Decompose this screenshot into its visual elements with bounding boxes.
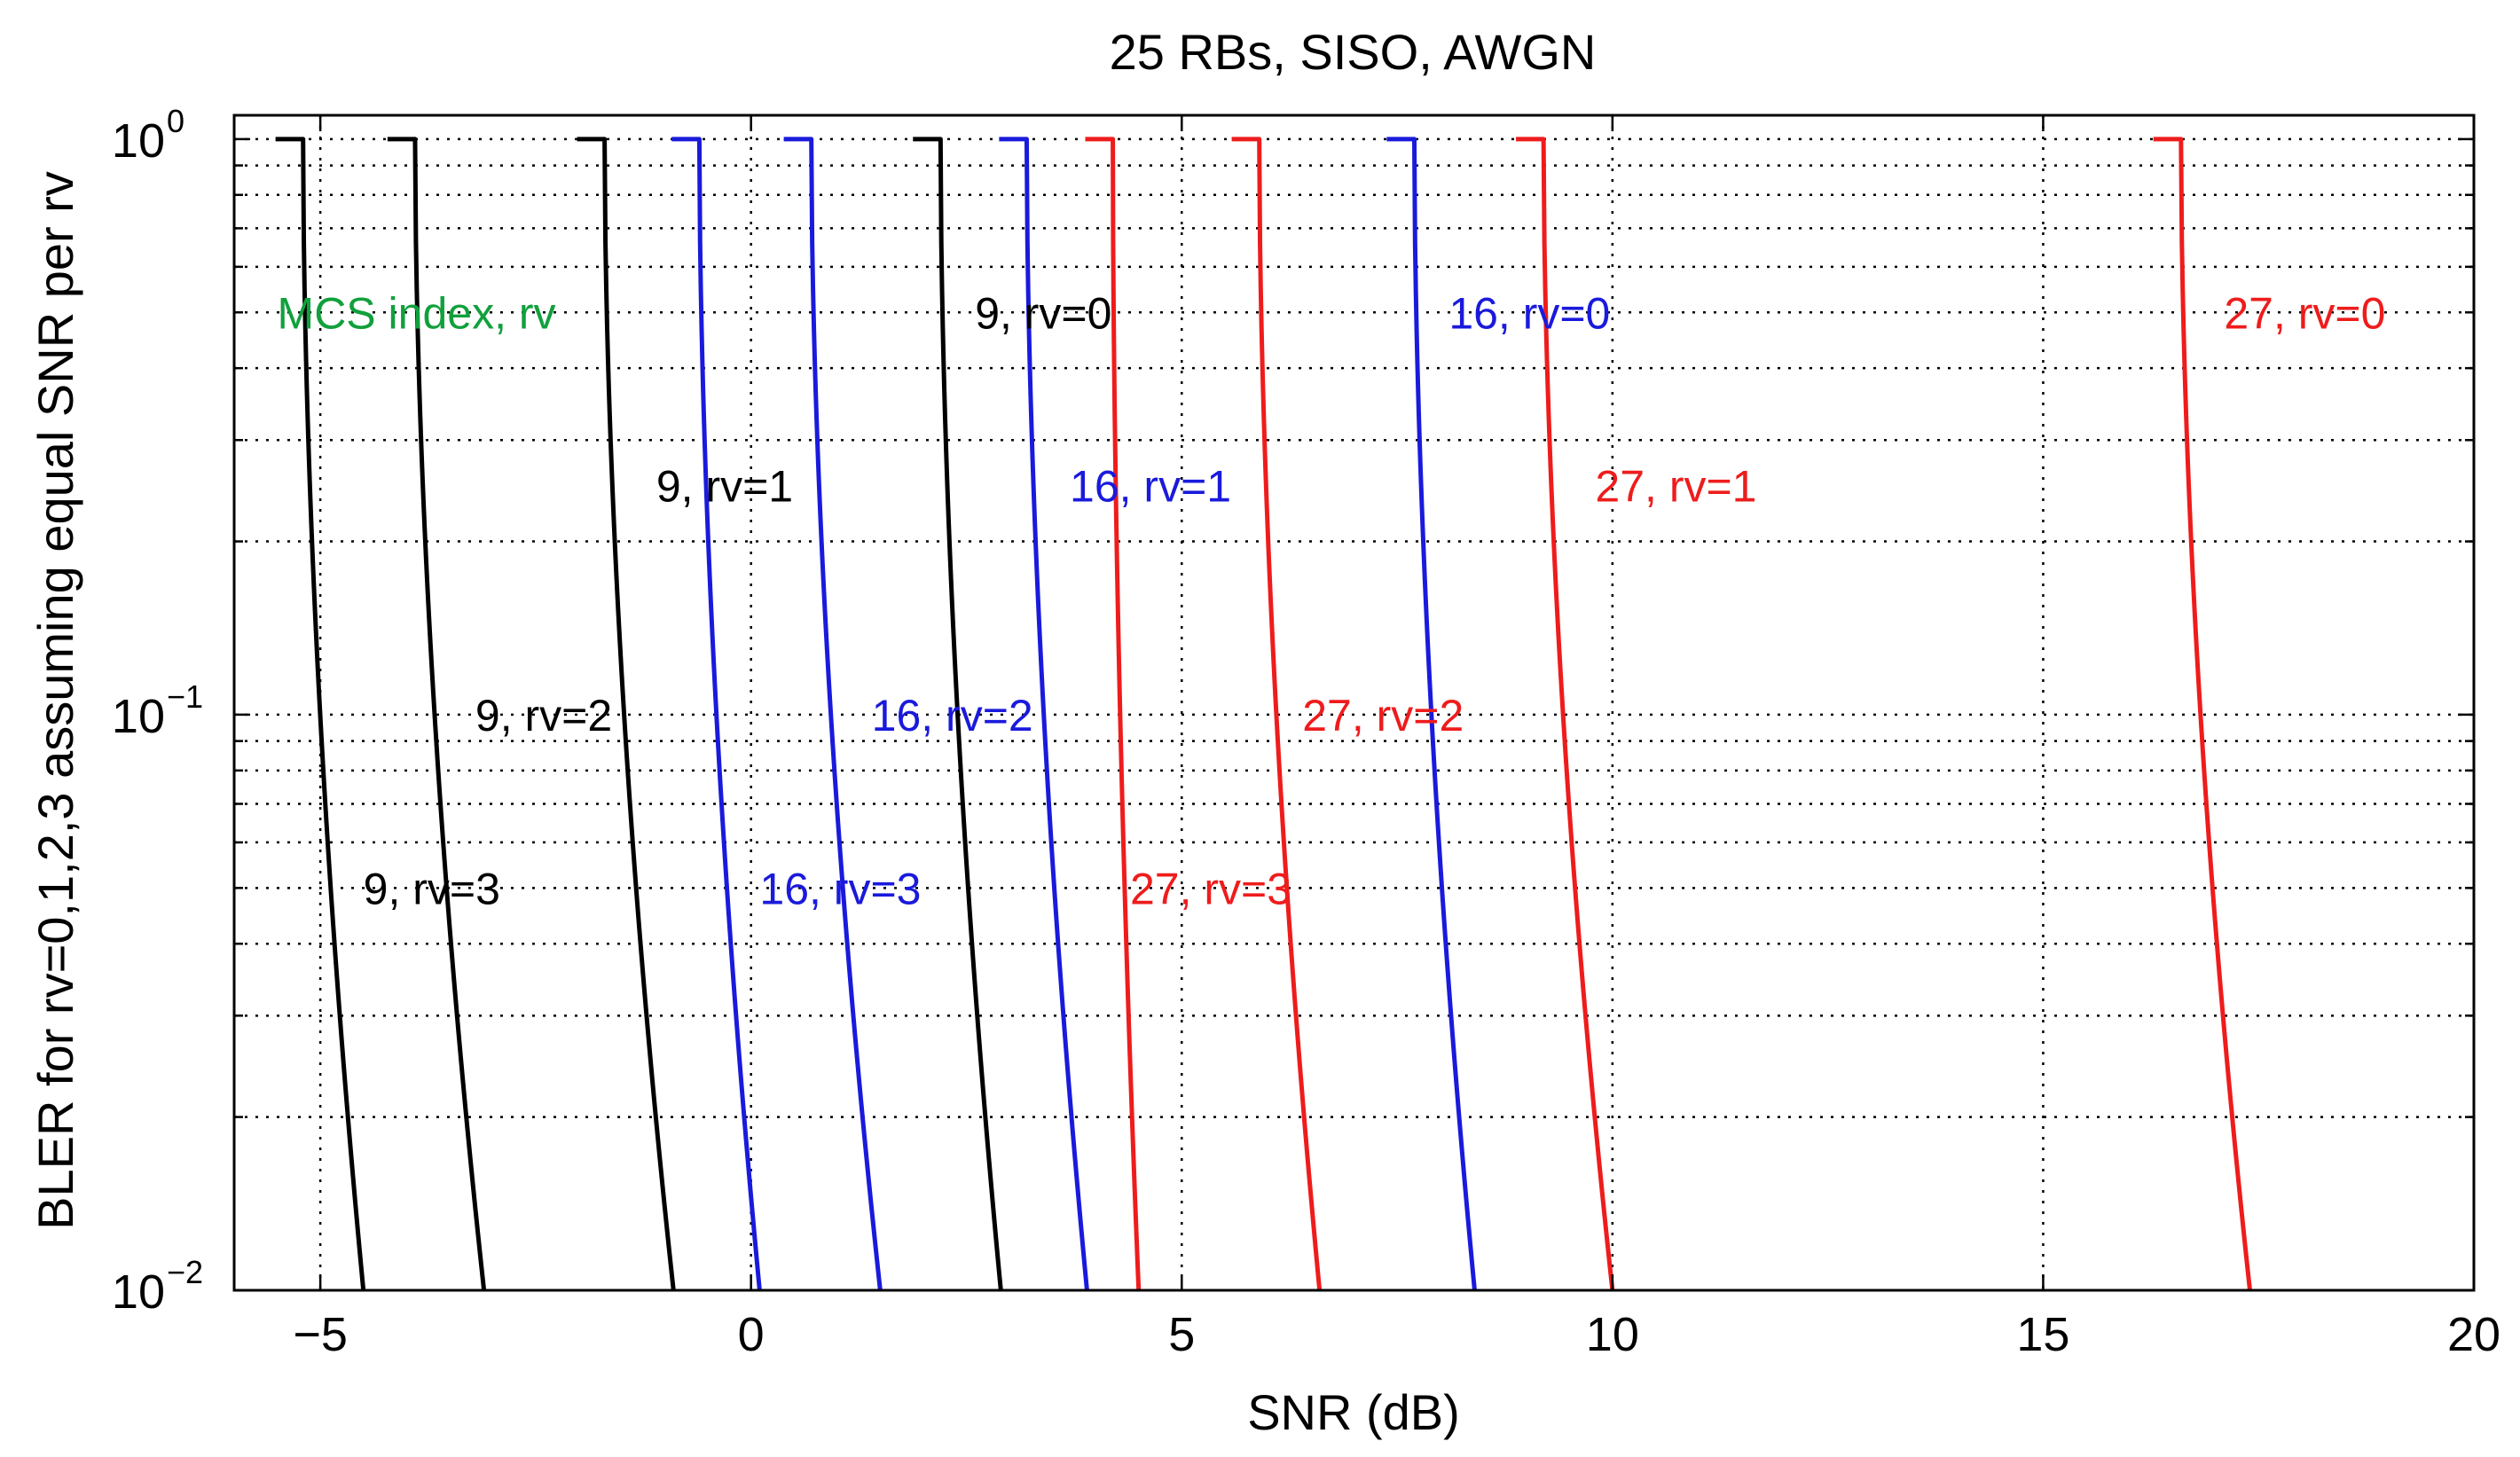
- y-axis-label: BLER for rv=0,1,2,3 assuming equal SNR p…: [27, 171, 83, 1230]
- curve-27-rv1: [1516, 137, 1615, 1291]
- x-tick-label: 0: [738, 1308, 765, 1361]
- curve-27-rv2: [1231, 137, 1323, 1291]
- curve-9-rv3: [275, 137, 366, 1291]
- label-16-rv0: 16, rv=0: [1448, 288, 1610, 338]
- label-9-rv0: 9, rv=0: [975, 288, 1111, 338]
- y-tick-label: 10 −1: [112, 678, 203, 743]
- curve-labels: 9, rv=0 9, rv=1 9, rv=2 9, rv=3 16, rv=0 16, …: [278, 288, 2386, 913]
- x-tick-label: 5: [1168, 1308, 1195, 1361]
- x-tick-label: −5: [293, 1308, 348, 1361]
- curve-27-rv0: [2153, 137, 2252, 1291]
- curve-16-rv3: [671, 137, 762, 1291]
- chart-title: 25 RBs, SISO, AWGN: [1110, 24, 1597, 80]
- x-tick-label: 15: [2016, 1308, 2069, 1361]
- curve-16-rv1: [999, 137, 1089, 1291]
- label-27-rv2: 27, rv=2: [1302, 691, 1464, 740]
- label-27-rv3: 27, rv=3: [1130, 864, 1291, 913]
- y-tick-label: 10 0: [112, 103, 184, 168]
- x-axis-label: SNR (dB): [1247, 1384, 1460, 1440]
- curve-9-rv2: [387, 137, 487, 1291]
- y-tick-label-base: 10: [112, 1265, 165, 1319]
- y-tick-label-exponent: 0: [167, 103, 184, 139]
- y-tick-label-base: 10: [112, 114, 165, 168]
- label-9-rv2: 9, rv=2: [475, 691, 612, 740]
- x-tick-label: 10: [1586, 1308, 1639, 1361]
- y-tick-label: 10 −2: [112, 1254, 203, 1319]
- y-tick-label-exponent: −2: [167, 1254, 203, 1290]
- legend-note: MCS index, rv: [278, 288, 556, 338]
- plot-area-frame: [232, 114, 2476, 1292]
- label-27-rv1: 27, rv=1: [1595, 462, 1756, 512]
- curve-27-rv3: [1085, 137, 1142, 1291]
- curve-16-rv2: [783, 137, 883, 1291]
- label-16-rv1: 16, rv=1: [1070, 462, 1231, 512]
- curve-9-rv1: [577, 137, 676, 1291]
- label-9-rv1: 9, rv=1: [656, 462, 793, 512]
- label-27-rv0: 27, rv=0: [2224, 288, 2385, 338]
- x-tick-label: 20: [2447, 1308, 2500, 1361]
- y-tick-label-exponent: −1: [167, 678, 203, 715]
- curve-9-rv0: [913, 137, 1003, 1291]
- curve-series: [275, 137, 2252, 1291]
- label-16-rv2: 16, rv=2: [872, 691, 1033, 740]
- label-16-rv3: 16, rv=3: [759, 864, 921, 913]
- y-tick-label-base: 10: [112, 690, 165, 743]
- curve-16-rv0: [1386, 137, 1477, 1291]
- label-9-rv3: 9, rv=3: [364, 864, 500, 913]
